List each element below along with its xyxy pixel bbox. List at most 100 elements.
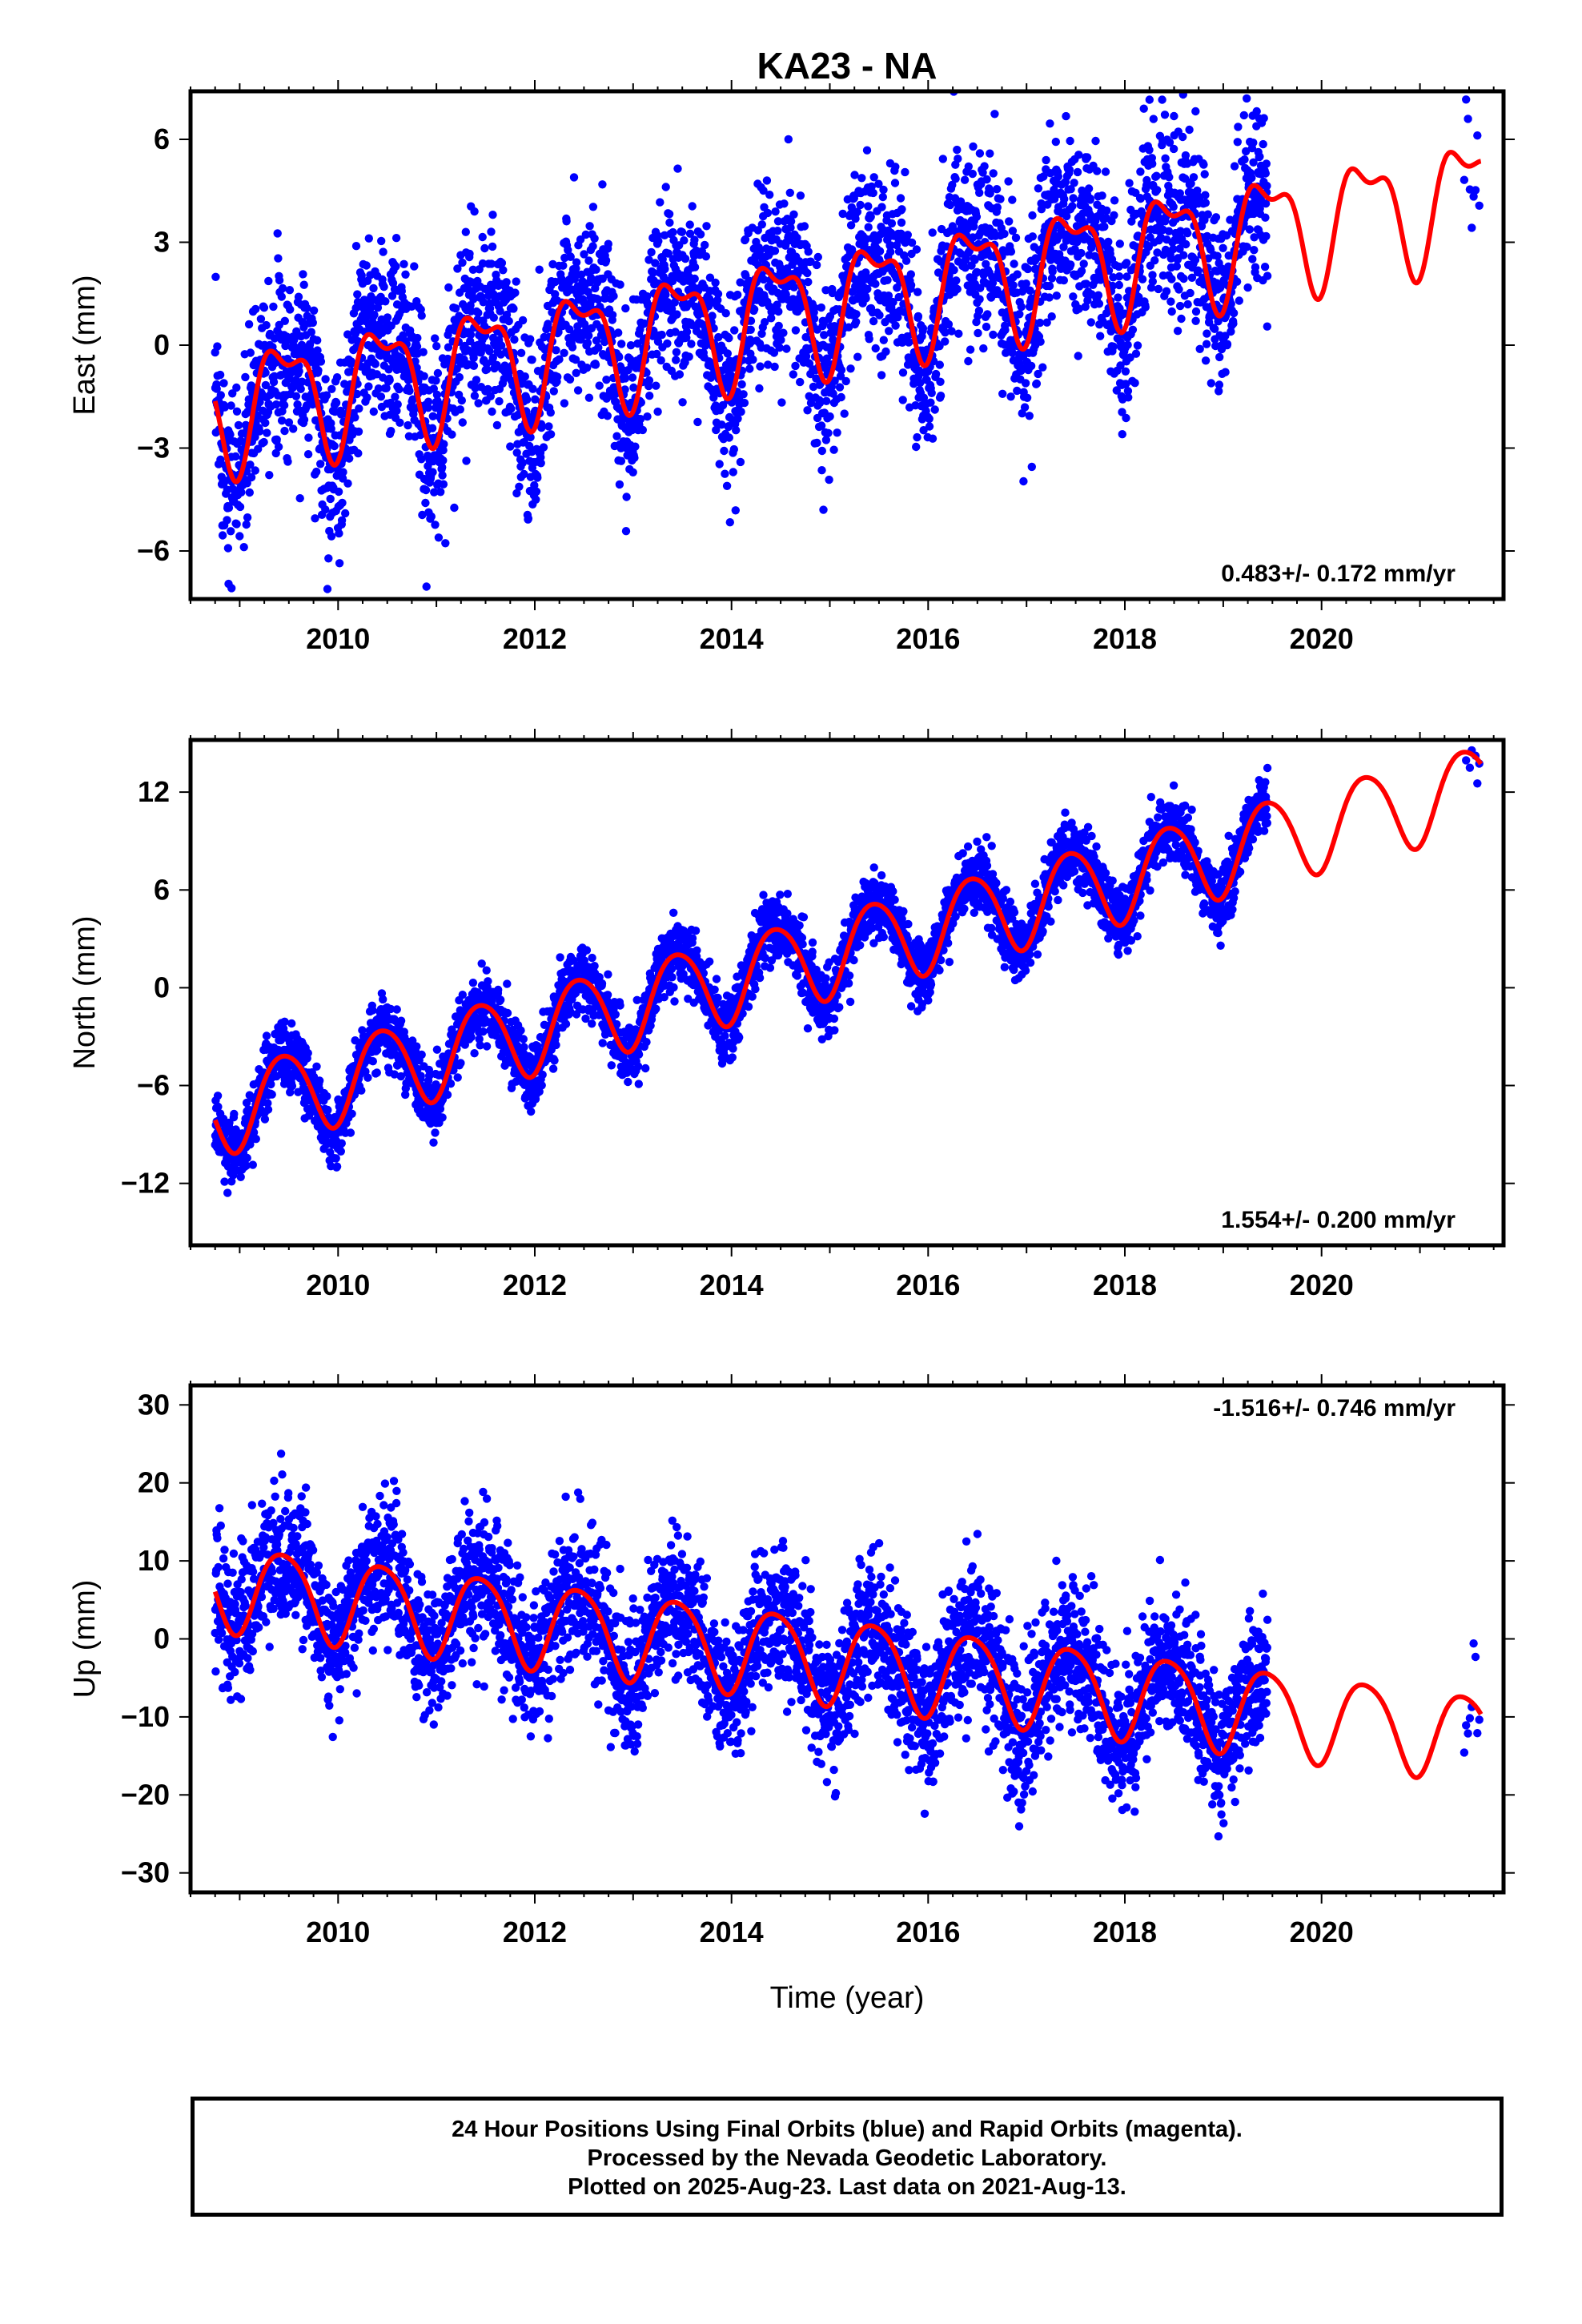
east-data-point bbox=[869, 188, 877, 198]
east-data-point bbox=[620, 374, 630, 383]
east-data-point bbox=[813, 252, 822, 262]
east-data-point bbox=[690, 263, 700, 271]
east-data-point bbox=[1005, 217, 1014, 226]
east-data-point bbox=[986, 189, 994, 198]
east-data-point bbox=[1166, 297, 1175, 306]
east-data-point bbox=[307, 328, 315, 336]
east-data-point bbox=[480, 243, 489, 253]
east-data-point bbox=[337, 516, 347, 525]
east-data-point bbox=[1255, 152, 1264, 161]
north-data-point bbox=[312, 1062, 321, 1072]
east-x-tick-label: 2020 bbox=[1290, 622, 1354, 655]
east-data-point bbox=[1179, 274, 1188, 283]
east-data-point bbox=[1084, 184, 1094, 193]
east-data-point bbox=[439, 480, 448, 489]
east-data-point bbox=[496, 307, 504, 316]
east-data-point bbox=[1201, 199, 1211, 207]
east-data-point bbox=[1039, 172, 1048, 181]
east-data-point bbox=[345, 454, 354, 463]
east-y-tick-label: 6 bbox=[154, 123, 170, 155]
east-data-point bbox=[756, 362, 765, 371]
east-data-point bbox=[1139, 104, 1148, 113]
east-data-point bbox=[869, 316, 878, 326]
east-data-point bbox=[551, 290, 560, 299]
east-data-point bbox=[1250, 246, 1259, 255]
north-data-point bbox=[332, 1162, 342, 1171]
east-data-point bbox=[244, 320, 254, 329]
east-data-point bbox=[1011, 233, 1021, 243]
east-data-point bbox=[1122, 380, 1130, 388]
east-data-point bbox=[1062, 111, 1070, 121]
east-data-point bbox=[789, 210, 798, 219]
east-data-point bbox=[316, 357, 326, 366]
east-data-point bbox=[1114, 280, 1124, 290]
east-data-point bbox=[1158, 95, 1166, 104]
east-data-point bbox=[220, 403, 229, 412]
east-data-point bbox=[1263, 181, 1271, 191]
east-data-point bbox=[1116, 361, 1125, 370]
east-data-point bbox=[1201, 191, 1210, 199]
east-data-point bbox=[822, 354, 832, 363]
east-data-point bbox=[847, 245, 857, 254]
east-data-point bbox=[1183, 300, 1192, 309]
north-data-point bbox=[223, 1188, 232, 1197]
east-data-point bbox=[428, 412, 437, 420]
east-data-point bbox=[804, 277, 813, 287]
east-data-point bbox=[1143, 63, 1151, 71]
east-data-point bbox=[583, 339, 592, 348]
east-data-point bbox=[594, 343, 603, 352]
east-data-point bbox=[602, 376, 611, 384]
east-data-point bbox=[1054, 172, 1063, 181]
east-data-point bbox=[847, 203, 857, 212]
east-data-point bbox=[553, 372, 562, 381]
east-data-point bbox=[552, 346, 560, 355]
east-data-point bbox=[777, 398, 786, 407]
east-data-point bbox=[886, 247, 895, 256]
north-data-point bbox=[438, 1113, 447, 1122]
east-data-point bbox=[376, 392, 386, 401]
north-data-point bbox=[263, 1099, 272, 1108]
east-data-point bbox=[261, 380, 271, 390]
east-data-point bbox=[412, 342, 422, 351]
east-data-point bbox=[817, 446, 826, 456]
east-data-point bbox=[1170, 111, 1178, 121]
east-data-point bbox=[980, 162, 989, 171]
east-data-point bbox=[469, 353, 478, 363]
east-data-point bbox=[532, 495, 540, 504]
east-data-point bbox=[408, 395, 417, 404]
east-data-point bbox=[755, 384, 764, 393]
east-data-point bbox=[1475, 201, 1484, 210]
east-rate-annotation: 0.483+/- 0.172 mm/yr bbox=[1221, 561, 1456, 587]
north-data-point bbox=[386, 1004, 396, 1014]
north-data-point bbox=[347, 1109, 356, 1119]
east-data-point bbox=[931, 369, 941, 379]
east-data-point bbox=[444, 343, 453, 352]
east-data-point bbox=[952, 276, 961, 285]
east-data-point bbox=[765, 191, 774, 199]
east-data-point bbox=[335, 559, 344, 568]
east-data-point bbox=[1148, 271, 1157, 279]
north-data-point bbox=[390, 1070, 399, 1079]
north-data-point bbox=[276, 1035, 285, 1045]
east-data-point bbox=[901, 167, 909, 177]
north-data-point bbox=[315, 1076, 324, 1085]
east-data-point bbox=[885, 327, 893, 336]
east-data-point bbox=[526, 335, 535, 344]
east-data-point bbox=[232, 520, 241, 529]
east-data-point bbox=[678, 398, 687, 407]
east-data-point bbox=[789, 283, 798, 292]
east-data-point bbox=[510, 335, 519, 344]
east-data-point bbox=[773, 217, 783, 226]
east-data-point bbox=[1098, 191, 1106, 200]
east-data-point bbox=[757, 329, 766, 338]
east-data-point bbox=[1051, 137, 1061, 147]
east-data-point bbox=[896, 194, 905, 203]
east-data-point bbox=[1195, 344, 1204, 353]
east-data-point bbox=[1169, 203, 1178, 211]
east-data-point bbox=[712, 425, 721, 435]
east-data-point bbox=[588, 242, 597, 251]
east-data-point bbox=[478, 259, 488, 268]
east-data-point bbox=[960, 218, 969, 227]
east-data-point bbox=[263, 428, 271, 437]
east-data-point bbox=[840, 409, 849, 418]
